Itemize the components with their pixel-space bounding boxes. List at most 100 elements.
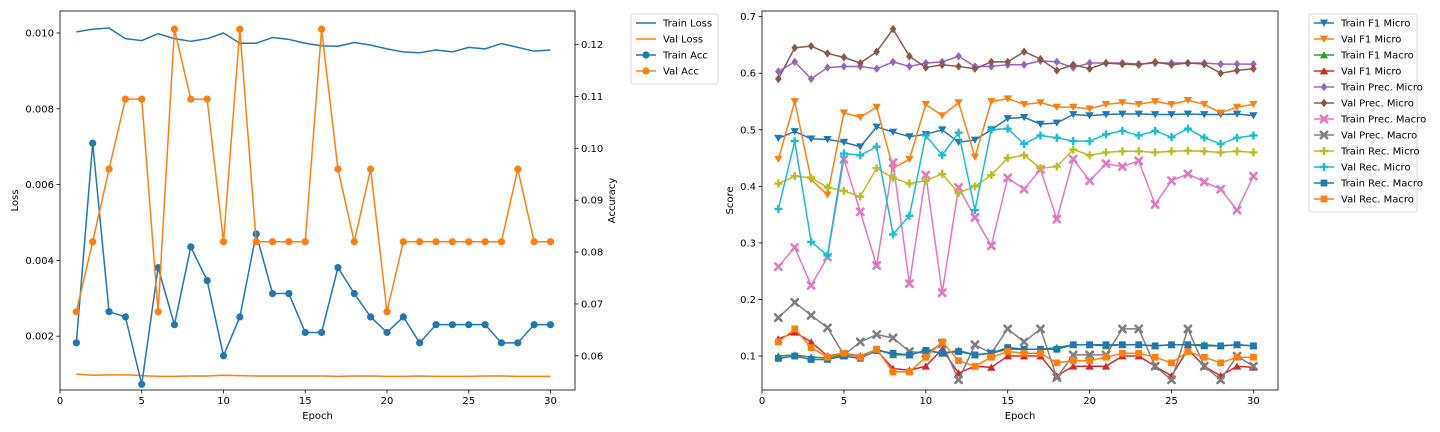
data-point xyxy=(1200,353,1208,361)
legend-marker xyxy=(1319,51,1329,59)
series-train-rec-micro xyxy=(774,145,1258,201)
data-point xyxy=(465,321,473,329)
x-tick-label: 0 xyxy=(57,396,63,407)
legend-entry: Train Rec. Micro xyxy=(1314,147,1420,158)
data-point xyxy=(1250,64,1257,73)
legend-entry: Val Rec. Macro xyxy=(1314,195,1414,206)
data-point xyxy=(1052,162,1061,171)
data-point xyxy=(971,362,979,370)
data-point xyxy=(1085,105,1094,113)
data-point xyxy=(1248,361,1258,371)
data-point xyxy=(350,289,358,298)
data-point xyxy=(906,52,913,61)
legend-label: Train Loss xyxy=(662,19,712,30)
legend-entry: Val Acc xyxy=(636,67,699,78)
data-point xyxy=(1199,177,1209,187)
data-point xyxy=(1004,348,1012,355)
data-point xyxy=(954,128,963,137)
data-point xyxy=(1036,99,1045,107)
x-tick-label: 30 xyxy=(1247,396,1260,407)
data-point xyxy=(1036,131,1045,140)
data-point xyxy=(514,165,522,173)
data-point xyxy=(383,328,391,337)
legend-label: Val Rec. Macro xyxy=(1341,195,1414,206)
data-point xyxy=(823,183,832,192)
legend-entry: Train Prec. Micro xyxy=(1314,83,1423,94)
data-point xyxy=(790,128,799,136)
data-point xyxy=(530,238,538,246)
y-tick-label: 0.3 xyxy=(740,238,756,249)
data-point xyxy=(855,207,865,217)
data-point xyxy=(987,98,996,106)
data-point xyxy=(823,251,832,260)
data-point xyxy=(546,321,555,329)
data-point xyxy=(219,238,228,246)
data-point xyxy=(791,43,799,52)
legend-marker xyxy=(1320,98,1328,108)
data-point xyxy=(1217,69,1225,78)
legend-entry: Val F1 Micro xyxy=(1314,67,1401,78)
data-point xyxy=(905,133,914,141)
data-point xyxy=(285,238,293,246)
data-point xyxy=(1183,146,1192,155)
data-point xyxy=(1200,59,1208,69)
data-point xyxy=(432,238,440,246)
data-point xyxy=(839,138,849,147)
data-point xyxy=(774,134,783,143)
data-point xyxy=(1216,148,1225,157)
data-point xyxy=(873,345,881,353)
legend-entry: Train Prec. Macro xyxy=(1314,114,1426,126)
data-point xyxy=(987,353,995,361)
data-point xyxy=(839,186,848,195)
data-point xyxy=(790,242,800,252)
data-point xyxy=(301,238,309,246)
data-point xyxy=(856,143,865,151)
data-point xyxy=(203,95,211,103)
legend: Train Loss Val Loss Train Acc Val Acc xyxy=(630,13,719,85)
x-axis-label: Epoch xyxy=(1005,411,1036,422)
data-point xyxy=(1217,342,1225,350)
data-point xyxy=(1020,60,1028,69)
data-point xyxy=(350,238,358,246)
data-point xyxy=(1003,324,1013,334)
data-point xyxy=(872,142,881,151)
data-point xyxy=(888,158,898,168)
data-point xyxy=(546,238,555,246)
data-point xyxy=(1102,58,1110,68)
data-point xyxy=(905,211,914,220)
y-axis-label: Score xyxy=(725,186,736,214)
series-train-loss xyxy=(76,27,551,54)
data-point xyxy=(1053,66,1061,75)
data-point xyxy=(138,380,146,388)
data-point xyxy=(1101,159,1111,169)
data-point xyxy=(791,352,799,360)
data-point xyxy=(187,243,195,251)
data-point xyxy=(987,171,996,180)
y-tick-label: 0.7 xyxy=(740,12,756,23)
y-tick-label: 0.4 xyxy=(740,182,756,193)
legend-label: Val Loss xyxy=(663,35,703,46)
data-point xyxy=(1151,353,1159,361)
data-point xyxy=(301,328,309,337)
series-val-rec-macro xyxy=(774,325,1257,376)
data-point xyxy=(1183,324,1193,334)
data-point xyxy=(1069,111,1078,119)
legend-label: Train Prec. Micro xyxy=(1340,83,1423,94)
data-point xyxy=(970,182,979,191)
data-point xyxy=(987,349,995,357)
data-point xyxy=(921,176,930,185)
legend-entry: Train F1 Macro xyxy=(1314,51,1414,62)
data-point xyxy=(889,173,898,182)
legend-entry: Val F1 Micro xyxy=(1314,35,1401,46)
loss-accuracy-chart: 0 5 10 15 20 25 30 Epoch 0.002 0.004 0.006 0.008 0.0… xyxy=(10,10,719,422)
data-point xyxy=(1086,58,1093,68)
data-point xyxy=(1004,57,1012,67)
data-point xyxy=(1168,341,1175,349)
data-point xyxy=(1101,100,1111,109)
data-point xyxy=(1118,341,1126,349)
data-point xyxy=(1003,154,1012,163)
data-point xyxy=(1232,110,1242,118)
data-point xyxy=(1085,137,1094,146)
legend-entry: Train Loss xyxy=(636,19,712,30)
data-point xyxy=(1168,359,1175,367)
